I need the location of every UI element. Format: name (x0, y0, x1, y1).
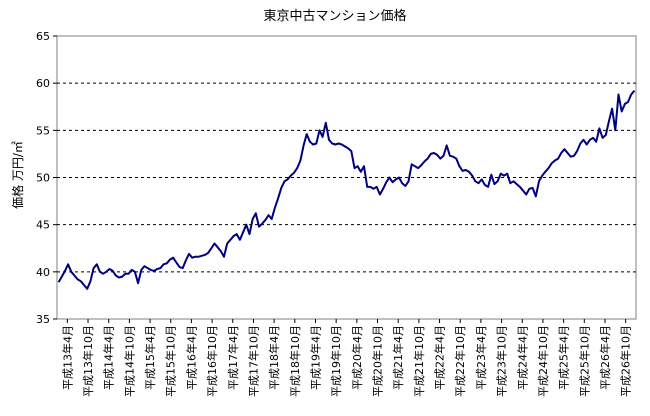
y-axis-label: 価格 万円/㎡ (10, 141, 25, 209)
x-tick-label: 平成15年4月 (143, 325, 157, 390)
x-tick-label: 平成19年4月 (309, 325, 323, 390)
x-tick-label: 平成16年10月 (205, 325, 219, 397)
x-tick-label: 平成13年10月 (81, 325, 95, 397)
x-axis-ticks: 平成13年4月 平成13年10月 平成14年4月 平成14年10月 平成15年4月 平成1… (60, 319, 633, 397)
x-tick-label: 平成24年10月 (536, 325, 550, 397)
x-tick-label: 平成18年4月 (267, 325, 281, 390)
x-tick-label: 平成13年4月 (60, 325, 74, 390)
x-tick-label: 平成26年10月 (619, 325, 633, 397)
x-tick-label: 平成21年4月 (391, 325, 405, 390)
x-tick-label: 平成15年10月 (164, 325, 178, 397)
x-tick-label: 平成21年10月 (412, 325, 426, 397)
x-tick-label: 平成20年4月 (350, 325, 364, 390)
y-tick-label: 60 (36, 77, 50, 90)
x-tick-label: 平成25年10月 (577, 325, 591, 397)
x-tick-label: 平成23年10月 (495, 325, 509, 397)
y-tick-label: 65 (36, 30, 50, 43)
x-tick-label: 平成17年4月 (226, 325, 240, 390)
chart-title: 東京中古マンション価格 (263, 8, 406, 24)
gridlines (57, 82, 636, 273)
x-tick-label: 平成14年10月 (122, 325, 136, 397)
x-tick-label: 平成19年10月 (329, 325, 343, 397)
x-tick-label: 平成26年4月 (598, 325, 612, 390)
y-tick-label: 35 (36, 313, 50, 326)
y-tick-label: 40 (36, 266, 50, 279)
series-line (57, 90, 636, 290)
y-tick-label: 45 (36, 219, 50, 232)
x-tick-label: 平成22年4月 (433, 325, 447, 390)
x-tick-label: 平成25年4月 (557, 325, 571, 390)
x-tick-label: 平成20年10月 (371, 325, 385, 397)
y-tick-label: 50 (36, 172, 50, 185)
x-tick-label: 平成16年4月 (184, 325, 198, 390)
x-tick-label: 平成24年4月 (515, 325, 529, 390)
x-tick-label: 平成22年10月 (453, 325, 467, 397)
x-tick-label: 平成18年10月 (288, 325, 302, 397)
x-tick-label: 平成14年4月 (102, 325, 116, 390)
x-tick-label: 平成23年4月 (474, 325, 488, 390)
y-tick-label: 55 (36, 124, 50, 137)
x-tick-label: 平成17年10月 (246, 325, 260, 397)
y-axis-ticks: 35 40 45 50 55 60 65 (36, 30, 57, 326)
